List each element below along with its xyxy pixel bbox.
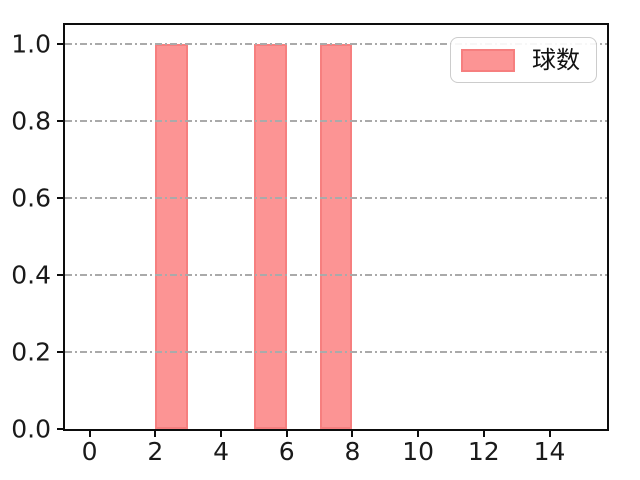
x-tick-label: 12 — [467, 437, 500, 466]
x-tick-mark — [482, 429, 485, 437]
bar — [319, 44, 353, 429]
y-tick-mark — [57, 197, 65, 200]
x-tick-mark — [88, 429, 91, 437]
x-tick-label: 2 — [147, 437, 164, 466]
x-tick-mark — [220, 429, 223, 437]
x-tick-mark — [154, 429, 157, 437]
x-tick-mark — [285, 429, 288, 437]
legend-label: 球数 — [532, 46, 580, 74]
y-tick-label: 0.0 — [11, 414, 51, 444]
x-tick-label: 8 — [344, 437, 361, 466]
bar — [155, 44, 189, 429]
x-tick-label: 6 — [278, 437, 295, 466]
y-tick-label: 0.2 — [11, 337, 51, 367]
y-tick-label: 0.4 — [11, 260, 51, 290]
y-tick-mark — [57, 43, 65, 46]
plot-area: 0 2 4 6 8 10 12 14 0.0 0.2 0.4 0.6 0.8 1.0 球数 — [11, 23, 609, 464]
x-tick-label: 10 — [402, 437, 435, 466]
y-tick-mark — [57, 428, 65, 430]
y-tick-label: 0.6 — [11, 183, 51, 213]
y-tick-mark — [57, 351, 65, 354]
y-tick-mark — [57, 274, 65, 277]
bar — [253, 44, 287, 429]
x-tick-mark — [548, 429, 551, 437]
y-tick-label: 1.0 — [11, 29, 51, 59]
y-tick-mark — [57, 120, 65, 123]
x-tick-label: 4 — [213, 437, 229, 466]
ticks-layer: 0 2 4 6 8 10 12 14 0.0 0.2 0.4 0.6 0.8 1.0 — [11, 25, 607, 464]
legend: 球数 — [450, 37, 597, 83]
x-tick-mark — [417, 429, 420, 437]
legend-swatch-icon — [461, 48, 515, 72]
x-tick-label: 0 — [81, 437, 98, 466]
bars-layer — [65, 25, 607, 429]
y-tick-label: 0.8 — [11, 106, 51, 136]
x-tick-mark — [351, 429, 354, 437]
x-tick-label: 14 — [533, 437, 566, 466]
